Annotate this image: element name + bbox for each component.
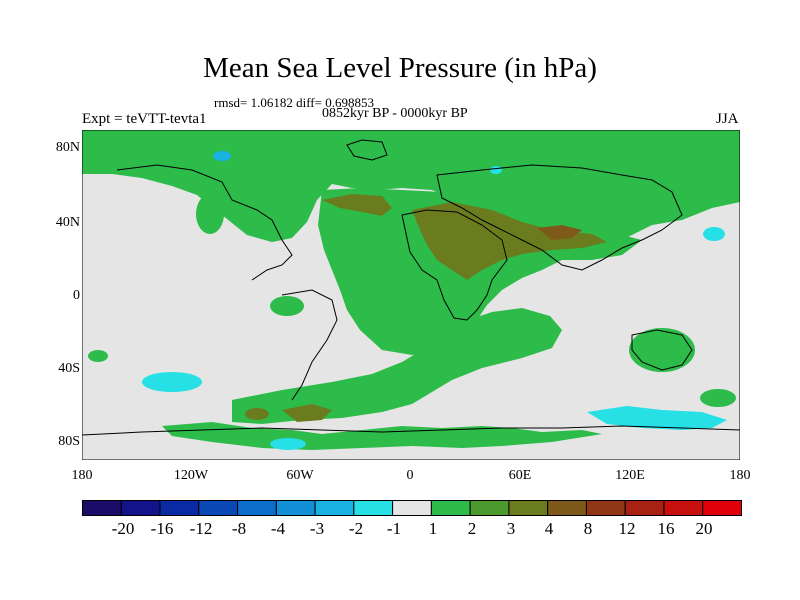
colorbar-label: -1 — [386, 519, 402, 538]
rmsd-diff-stats: rmsd= 1.06182 diff= 0.698853 — [214, 95, 374, 110]
eurasia-high-core — [412, 202, 607, 280]
lon-label-60e: 60E — [508, 468, 532, 483]
colorbar-label: 8 — [583, 519, 593, 538]
south-america-positive-patch — [270, 296, 304, 316]
central-asia-high-core — [537, 225, 582, 240]
colorbar-swatch — [624, 500, 665, 516]
lon-label-0: 0 — [406, 468, 414, 483]
season-label: JJA — [716, 111, 739, 127]
pressure-anomaly-map — [82, 130, 740, 460]
colorbar-label: -20 — [111, 519, 135, 538]
lon-label-120w: 120W — [173, 468, 209, 483]
arctic-negative-patch — [490, 166, 502, 174]
colorbar-label: 16 — [657, 519, 675, 538]
colorbar-label: -8 — [231, 519, 247, 538]
lon-label-180w: 180 — [71, 468, 93, 483]
colorbar-swatch — [585, 500, 626, 516]
arctic-positive-band — [82, 130, 740, 255]
lon-label-180e: 180 — [729, 468, 751, 483]
colorbar-swatch — [508, 500, 549, 516]
colorbar-label: 4 — [544, 519, 554, 538]
colorbar-swatch — [159, 500, 200, 516]
colorbar-swatch — [547, 500, 587, 516]
lat-label-40n: 40N — [55, 215, 80, 230]
greenland-negative — [213, 151, 231, 161]
colorbar — [82, 500, 742, 516]
south-pacific-negative — [142, 372, 202, 392]
colorbar-swatch — [120, 500, 161, 516]
colorbar-swatch — [82, 500, 122, 516]
colorbar-label: -12 — [189, 519, 213, 538]
pacific-positive-patch — [196, 194, 224, 234]
colorbar-label: -3 — [309, 519, 325, 538]
colorbar-label: 2 — [467, 519, 477, 538]
lon-label-60w: 60W — [286, 468, 314, 483]
lon-label-120e: 120E — [615, 468, 645, 483]
colorbar-label: -2 — [348, 519, 364, 538]
coastlines — [82, 139, 740, 436]
colorbar-swatch — [392, 500, 432, 516]
colorbar-swatch — [275, 500, 316, 516]
lat-label-40s: 40S — [58, 361, 80, 376]
colorbar-label: -16 — [150, 519, 174, 538]
colorbar-swatch — [663, 500, 704, 516]
map-title: Mean Sea Level Pressure (in hPa) — [203, 52, 597, 84]
southern-ocean-positive — [232, 308, 562, 424]
colorbar-swatch — [430, 500, 471, 516]
drake-high-core — [245, 408, 269, 420]
colorbar-swatch — [702, 500, 742, 516]
south-pacific-positive-patch — [88, 350, 108, 362]
colorbar-label: 12 — [618, 519, 636, 538]
colorbar-label: 20 — [695, 519, 713, 538]
colorbar-swatch — [198, 500, 239, 516]
colorbar-label: 3 — [506, 519, 516, 538]
lat-label-80n: 80N — [55, 140, 80, 155]
southern-ocean-high-core — [282, 404, 332, 422]
lat-label-0: 0 — [73, 288, 80, 303]
australia-positive — [629, 328, 695, 372]
colorbar-swatch — [237, 500, 277, 516]
antarctic-negative — [587, 406, 727, 430]
colorbar-label: 1 — [428, 519, 438, 538]
atlantic-high-core — [322, 194, 392, 216]
experiment-label: Expt = teVTT-tevta1 — [82, 111, 207, 127]
tasman-positive-patch — [700, 389, 736, 407]
pacific-northwest-negative — [703, 227, 725, 241]
colorbar-swatch — [314, 500, 355, 516]
colorbar-swatch — [353, 500, 394, 516]
time-period-label: 0852kyr BP - 0000kyr BP — [322, 106, 468, 121]
colorbar-swatch — [469, 500, 510, 516]
lat-label-80s: 80S — [58, 434, 80, 449]
colorbar-label: -4 — [270, 519, 286, 538]
weddell-negative — [270, 438, 306, 450]
